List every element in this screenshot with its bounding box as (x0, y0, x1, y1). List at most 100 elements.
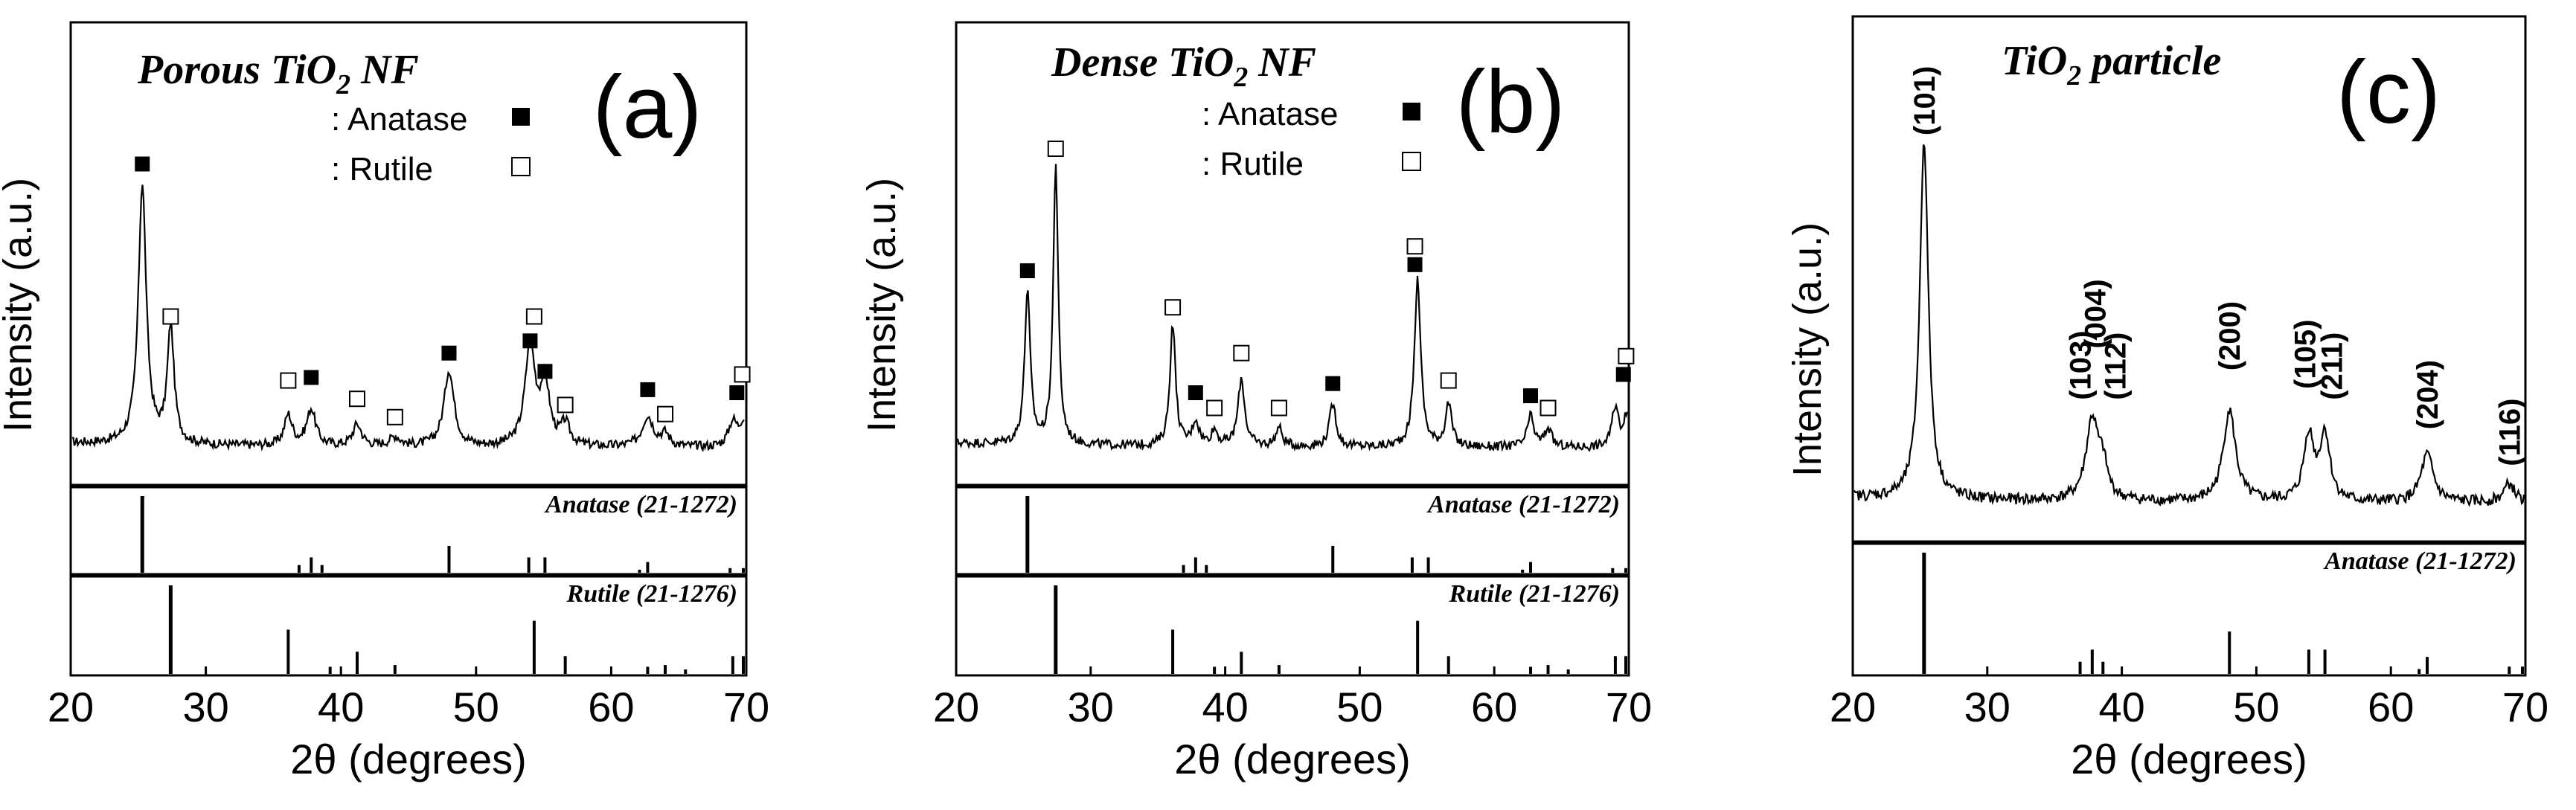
rutile-marker (1539, 399, 1557, 417)
reference-frame-2 (955, 575, 1630, 677)
main-plot-frame (955, 21, 1630, 486)
reference-frame-1 (955, 486, 1630, 576)
y-axis-label: Intensity (a.u.) (0, 178, 40, 432)
anatase-marker (441, 345, 457, 361)
x-tick-label: 20 (1830, 684, 1876, 730)
panel-title: TiO2 particle (2002, 38, 2221, 91)
x-axis-label: 2θ (degrees) (1174, 736, 1411, 782)
hkl-label: (116) (2493, 399, 2526, 466)
x-tick-label: 50 (2233, 684, 2279, 730)
rutile-marker (1440, 372, 1457, 389)
x-tick-label: 30 (182, 684, 228, 730)
anatase-marker (537, 364, 553, 379)
title-subscript: 2 (2066, 60, 2081, 91)
rutile-marker (162, 308, 179, 325)
x-tick-label: 40 (318, 684, 364, 730)
anatase-marker (1615, 367, 1631, 382)
title-subscript: 2 (1233, 62, 1248, 93)
main-plot-frame (1851, 15, 2527, 543)
x-tick-label: 60 (2368, 684, 2414, 730)
x-tick-label: 70 (2502, 684, 2548, 730)
x-tick-label: 50 (1336, 684, 1382, 730)
panel-label: (a) (593, 57, 702, 157)
rutile-marker (734, 366, 751, 383)
title-main: Dense TiO (1051, 39, 1234, 86)
title-main: TiO (2002, 38, 2067, 84)
rutile-marker (386, 408, 403, 425)
rutile-marker (657, 405, 674, 422)
legend: : Anatase : Rutile (1202, 96, 1421, 182)
reference-label: Anatase (21-1272) (1426, 491, 1620, 518)
rutile-marker (1406, 238, 1423, 255)
y-axis-label: Intensity (a.u.) (859, 178, 904, 432)
anatase-marker (729, 385, 745, 400)
anatase-marker (304, 370, 319, 385)
panel-title: Porous TiO2 NF (137, 47, 419, 100)
x-axis-label: 2θ (degrees) (2071, 736, 2307, 782)
x-tick-label: 30 (1068, 684, 1114, 730)
x-tick-label: 40 (2098, 684, 2144, 730)
x-tick-label: 60 (1471, 684, 1517, 730)
rutile-marker (1164, 299, 1182, 316)
rutile-marker (1270, 399, 1287, 417)
anatase-marker (1188, 385, 1203, 400)
hkl-label: (112) (2100, 332, 2133, 400)
legend-rutile-marker (511, 157, 531, 176)
main-plot-frame (69, 21, 748, 486)
reference-label: Rutile (21-1276) (1449, 580, 1620, 608)
anatase-marker (1523, 388, 1539, 404)
legend-label: : Anatase (1202, 96, 1338, 132)
x-tick-label: 40 (1202, 684, 1248, 730)
legend-label: : Rutile (331, 151, 433, 187)
rutile-marker (525, 308, 542, 325)
reference-frame-1 (69, 486, 748, 576)
rutile-marker (280, 372, 297, 389)
rutile-marker (1618, 347, 1635, 364)
rutile-marker (1047, 141, 1064, 157)
hkl-label: (105) (2289, 320, 2322, 389)
legend-label: : Anatase (331, 101, 467, 138)
x-tick-label: 50 (453, 684, 499, 730)
panel-title: Dense TiO2 NF (1051, 39, 1316, 93)
legend-anatase-marker (512, 108, 530, 126)
hkl-label: (204) (2412, 360, 2444, 429)
legend-rutile-marker (1402, 152, 1421, 171)
panel-b: Anatase (21-1272) Rutile (21-1276) 20 30 40 5… (859, 21, 1652, 782)
hkl-label: (200) (2214, 301, 2246, 370)
panel-label: (b) (1456, 52, 1566, 152)
panel-c: (101) (103)(004)(112) (200) (105)(211) (204)… (1785, 15, 2548, 782)
x-tick-label: 20 (48, 684, 94, 730)
x-tick-label: 60 (588, 684, 634, 730)
legend-anatase-marker (1403, 103, 1420, 120)
legend-label: : Rutile (1202, 146, 1304, 182)
rutile-marker (348, 390, 365, 408)
rutile-marker (1233, 344, 1250, 361)
x-tick-label: 70 (1606, 684, 1652, 730)
xrd-spectrum-line (1853, 144, 2525, 507)
title-main: Porous TiO (137, 47, 336, 93)
hkl-label: (211) (2316, 332, 2349, 400)
anatase-marker (640, 382, 656, 397)
anatase-marker (135, 156, 150, 172)
anatase-marker (522, 333, 538, 349)
title-suffix: NF (1248, 39, 1316, 86)
xrd-spectrum-line (71, 184, 745, 453)
anatase-marker (1407, 257, 1423, 272)
reference-label: Rutile (21-1276) (566, 580, 737, 608)
title-suffix: particle (2081, 38, 2221, 84)
reference-frame-2 (69, 575, 748, 677)
x-tick-label: 30 (1964, 684, 2011, 730)
panel-a: Anatase (21-1272) Rutile (21-1276) 20 30 40 5… (0, 21, 769, 782)
xrd-spectrum-line (956, 164, 1629, 452)
title-suffix: NF (350, 47, 419, 93)
title-subscript: 2 (336, 69, 350, 100)
anatase-marker (1019, 263, 1035, 278)
reference-label: Anatase (21-1272) (544, 491, 737, 518)
rutile-marker (1206, 399, 1223, 417)
x-tick-label: 70 (723, 684, 769, 730)
panel-label: (c) (2336, 42, 2441, 142)
hkl-label: (103) (2065, 330, 2098, 399)
hkl-label: (101) (1909, 66, 1941, 135)
x-tick-label: 20 (933, 684, 979, 730)
